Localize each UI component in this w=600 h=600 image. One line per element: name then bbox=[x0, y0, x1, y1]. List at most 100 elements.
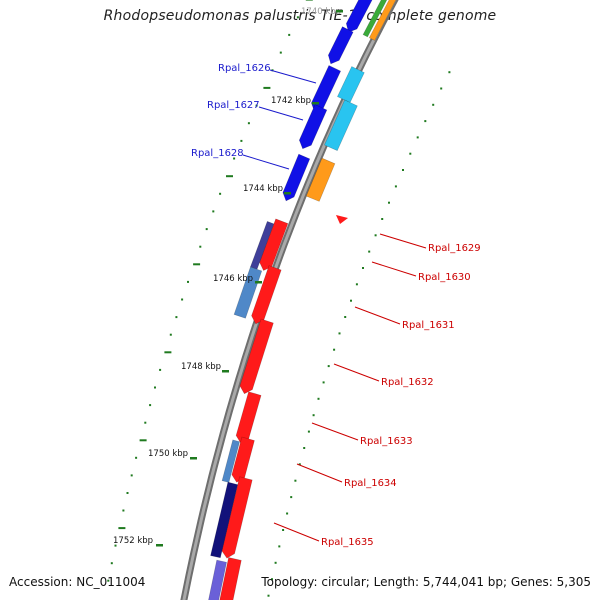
gene-feature bbox=[305, 157, 336, 202]
outer-tick bbox=[296, 16, 299, 19]
outer-tick bbox=[305, 0, 313, 1]
gene-feature bbox=[251, 265, 282, 325]
callout-line bbox=[258, 106, 304, 121]
outer-tick bbox=[226, 175, 233, 178]
gene-feature bbox=[345, 0, 373, 33]
gene-feature bbox=[259, 218, 289, 271]
gene-feature bbox=[208, 559, 227, 600]
kbp-tick-mark bbox=[156, 544, 163, 547]
outer-tick bbox=[126, 492, 129, 494]
inner-tick bbox=[322, 381, 325, 384]
inner-tick bbox=[333, 348, 336, 351]
callout-line bbox=[311, 422, 359, 441]
inner-tick bbox=[440, 87, 443, 90]
gene-feature bbox=[337, 66, 365, 103]
gene-feature bbox=[221, 439, 240, 483]
inner-tick bbox=[286, 512, 289, 515]
outer-tick bbox=[181, 298, 184, 301]
kbp-label: 1748 kbp bbox=[181, 362, 221, 372]
callout-line bbox=[371, 261, 417, 277]
outer-tick bbox=[164, 351, 172, 354]
gene-label-rpal-1635: Rpal_1635 bbox=[321, 537, 374, 548]
kbp-label: 1742 kbp bbox=[271, 96, 311, 106]
backbone-shadow bbox=[180, 0, 399, 600]
outer-tick bbox=[110, 562, 113, 565]
inner-tick bbox=[271, 578, 273, 581]
inner-tick bbox=[312, 414, 315, 417]
outer-tick bbox=[114, 544, 117, 547]
inner-tick bbox=[344, 316, 347, 318]
inner-tick bbox=[303, 447, 306, 449]
outer-tick bbox=[193, 263, 201, 266]
gene-feature bbox=[239, 318, 274, 395]
outer-tick bbox=[169, 333, 172, 336]
kbp-tick-mark bbox=[312, 102, 319, 105]
gene-feature bbox=[231, 436, 255, 483]
callout-line bbox=[242, 154, 290, 170]
gene-feature bbox=[311, 65, 342, 113]
outer-tick bbox=[187, 280, 189, 283]
gene-label-rpal-1627: Rpal_1627 bbox=[207, 100, 260, 111]
inner-tick bbox=[409, 152, 412, 155]
inner-tick bbox=[298, 463, 301, 466]
topology-text: Topology: circular; Length: 5,744,041 bp… bbox=[261, 575, 591, 589]
gene-feature bbox=[233, 266, 263, 319]
gene-label-rpal-1631: Rpal_1631 bbox=[402, 320, 455, 331]
gene-label-rpal-1628: Rpal_1628 bbox=[191, 148, 244, 159]
callout-line bbox=[273, 522, 320, 542]
outer-tick bbox=[135, 456, 138, 459]
kbp-tick-mark bbox=[255, 281, 262, 284]
gene-label-rpal-1630: Rpal_1630 bbox=[418, 272, 471, 283]
outer-tick bbox=[212, 210, 215, 213]
kbp-label: 1740 kbp bbox=[301, 7, 341, 17]
outer-tick bbox=[263, 86, 271, 89]
kbp-label: 1744 kbp bbox=[243, 184, 283, 194]
kbp-tick-mark bbox=[336, 10, 343, 13]
inner-tick bbox=[394, 185, 397, 188]
inner-tick bbox=[432, 103, 435, 106]
gene-feature bbox=[328, 26, 354, 65]
callout-line bbox=[379, 233, 427, 249]
inner-tick bbox=[355, 283, 358, 286]
inner-tick bbox=[278, 545, 281, 548]
map-title: Rhodopseudomonas palustris TIE-1, comple… bbox=[103, 8, 497, 24]
gene-feature bbox=[210, 481, 238, 559]
gene-feature bbox=[219, 557, 242, 600]
inner-tick bbox=[402, 169, 404, 171]
gene-marker bbox=[336, 215, 348, 224]
inner-tick bbox=[374, 234, 377, 237]
inner-tick bbox=[362, 267, 364, 269]
outer-tick bbox=[219, 192, 222, 195]
gene-feature bbox=[368, 0, 397, 41]
callout-line bbox=[296, 463, 343, 483]
gene-feature bbox=[235, 391, 262, 444]
inner-tick bbox=[307, 430, 310, 433]
kbp-tick-mark bbox=[190, 457, 197, 460]
kbp-tick-mark bbox=[284, 192, 291, 195]
outer-tick bbox=[255, 104, 258, 107]
kbp-label: 1750 kbp bbox=[148, 449, 188, 459]
gene-label-rpal-1629: Rpal_1629 bbox=[428, 243, 481, 254]
inner-tick bbox=[294, 479, 297, 482]
inner-tick bbox=[416, 136, 419, 139]
inner-tick bbox=[317, 397, 320, 400]
inner-tick bbox=[282, 529, 285, 531]
outer-tick bbox=[279, 51, 282, 54]
gene-label-rpal-1633: Rpal_1633 bbox=[360, 436, 413, 447]
inner-tick bbox=[388, 201, 390, 204]
kbp-label: 1746 kbp bbox=[213, 274, 253, 284]
accession-text: Accession: NC_011004 bbox=[9, 575, 146, 589]
gene-feature bbox=[324, 99, 358, 151]
inner-tick bbox=[327, 365, 330, 368]
inner-tick bbox=[381, 218, 384, 220]
gene-label-rpal-1626: Rpal_1626 bbox=[218, 63, 271, 74]
inner-tick bbox=[448, 71, 451, 74]
backbone-line bbox=[182, 0, 397, 600]
outer-tick bbox=[199, 245, 202, 248]
gene-feature bbox=[298, 104, 328, 150]
inner-tick bbox=[424, 120, 427, 123]
outer-tick bbox=[130, 474, 133, 477]
outer-tick bbox=[247, 122, 250, 125]
outer-tick bbox=[139, 439, 147, 442]
